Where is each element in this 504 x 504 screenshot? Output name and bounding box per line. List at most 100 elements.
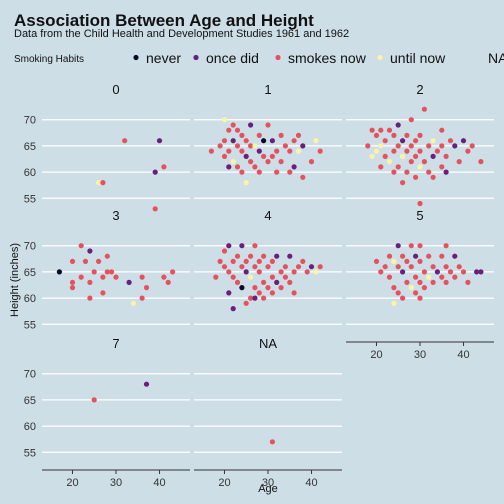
data-point bbox=[295, 132, 302, 138]
data-point bbox=[378, 143, 384, 149]
data-point bbox=[139, 295, 145, 301]
legend-label-NA: NA bbox=[488, 50, 504, 66]
data-point bbox=[443, 169, 449, 175]
data-point bbox=[234, 279, 241, 285]
facet-strip-label: NA bbox=[259, 336, 277, 351]
data-point bbox=[400, 269, 406, 275]
data-point bbox=[161, 274, 167, 280]
data-point bbox=[400, 153, 406, 159]
y-tick-label: 60 bbox=[24, 293, 36, 305]
data-point bbox=[478, 269, 484, 275]
data-point bbox=[421, 159, 427, 165]
x-tick-label: 20 bbox=[218, 477, 230, 489]
x-tick-label: 30 bbox=[110, 477, 122, 489]
data-point bbox=[165, 279, 171, 285]
data-point bbox=[269, 153, 275, 159]
legend-key-until-now bbox=[377, 54, 383, 61]
data-point bbox=[474, 269, 480, 275]
x-tick-label: 30 bbox=[262, 477, 274, 489]
y-tick-label: 70 bbox=[24, 369, 36, 381]
x-tick-label: 30 bbox=[414, 349, 426, 361]
data-point bbox=[443, 279, 449, 285]
data-point bbox=[239, 148, 245, 154]
data-point bbox=[313, 138, 319, 144]
data-point bbox=[226, 269, 232, 275]
data-point bbox=[287, 253, 293, 259]
data-point bbox=[87, 279, 93, 285]
data-point bbox=[278, 132, 284, 138]
data-point bbox=[317, 148, 323, 154]
facet-strip-label: 1 bbox=[264, 82, 271, 97]
data-point bbox=[256, 132, 262, 138]
data-point bbox=[460, 138, 467, 144]
data-point bbox=[391, 169, 397, 175]
data-point bbox=[96, 258, 102, 264]
data-point bbox=[404, 148, 410, 154]
data-point bbox=[78, 243, 84, 249]
facet-panel-1: 1 bbox=[194, 82, 342, 199]
facet-panel-5: 5 20 30 40 bbox=[346, 208, 494, 361]
data-point bbox=[408, 159, 414, 165]
data-point bbox=[447, 138, 454, 144]
x-axis-label: Age bbox=[258, 483, 278, 495]
legend-key-smokes-now bbox=[275, 54, 281, 61]
data-point bbox=[287, 148, 293, 154]
data-point bbox=[274, 169, 280, 175]
data-point bbox=[456, 159, 462, 165]
data-point bbox=[460, 269, 467, 275]
data-point bbox=[395, 143, 401, 149]
data-point bbox=[391, 258, 397, 264]
data-point bbox=[256, 258, 262, 264]
y-tick-label: 55 bbox=[24, 319, 36, 331]
data-point bbox=[243, 300, 249, 306]
y-tick-label: 55 bbox=[24, 447, 36, 459]
data-point bbox=[426, 143, 432, 149]
data-point bbox=[274, 148, 280, 154]
data-point bbox=[439, 127, 445, 133]
data-point bbox=[295, 148, 302, 154]
data-point bbox=[261, 253, 267, 259]
data-point bbox=[252, 164, 258, 170]
data-point bbox=[87, 248, 93, 254]
data-point bbox=[282, 264, 288, 270]
data-point bbox=[417, 243, 423, 249]
data-point bbox=[82, 258, 89, 264]
data-point bbox=[274, 279, 280, 285]
data-point bbox=[308, 264, 315, 270]
data-point bbox=[417, 279, 423, 285]
data-point bbox=[234, 127, 241, 133]
data-point bbox=[430, 153, 436, 159]
data-point bbox=[100, 274, 106, 280]
data-point bbox=[386, 274, 393, 280]
data-point bbox=[408, 243, 414, 249]
data-point bbox=[230, 122, 236, 128]
data-point bbox=[230, 258, 236, 264]
data-point bbox=[252, 295, 258, 301]
data-point bbox=[426, 253, 432, 259]
facet-strip-label: 5 bbox=[416, 208, 423, 223]
data-point bbox=[109, 269, 115, 275]
data-point bbox=[252, 143, 258, 149]
data-point bbox=[239, 132, 245, 138]
data-point bbox=[413, 274, 419, 280]
x-tick-label: 40 bbox=[153, 477, 165, 489]
data-point bbox=[391, 148, 397, 154]
data-point bbox=[434, 148, 440, 154]
data-point bbox=[139, 274, 145, 280]
x-tick-label: 40 bbox=[305, 477, 317, 489]
data-point bbox=[408, 143, 414, 149]
data-point bbox=[465, 148, 471, 154]
data-point bbox=[170, 269, 176, 275]
data-point bbox=[252, 264, 258, 270]
data-point bbox=[100, 180, 106, 186]
data-point bbox=[230, 306, 236, 312]
data-point bbox=[382, 264, 388, 270]
data-point bbox=[69, 285, 76, 291]
data-point bbox=[248, 274, 254, 280]
y-tick-label: 65 bbox=[24, 267, 36, 279]
data-point bbox=[239, 243, 245, 249]
data-point bbox=[452, 253, 458, 259]
data-point bbox=[87, 295, 93, 301]
data-point bbox=[373, 148, 380, 154]
